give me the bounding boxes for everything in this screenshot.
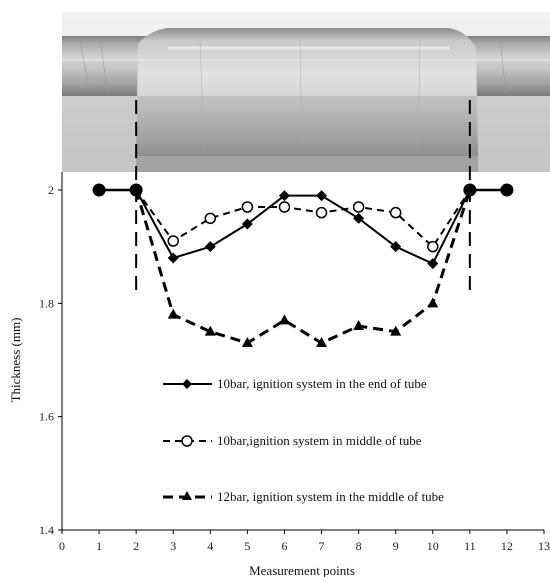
legend-marker-circle: [181, 435, 193, 447]
x-tick-label: 9: [393, 539, 399, 553]
boundary-markers: [135, 100, 471, 298]
legend-marker-triangle: [182, 491, 192, 500]
x-tick-label: 1: [96, 539, 102, 553]
data-point-circle: [167, 235, 179, 247]
x-tick-label: 7: [319, 539, 325, 553]
data-point-diamond: [427, 258, 439, 270]
y-tick-label: 2: [48, 183, 54, 197]
x-tick-label: 2: [133, 539, 139, 553]
data-point-endpoint: [92, 183, 106, 197]
x-tick-label: 10: [427, 539, 439, 553]
x-tick-label: 8: [356, 539, 362, 553]
data-point-triangle: [390, 325, 402, 336]
data-point-triangle: [241, 337, 253, 347]
x-tick-label: 13: [538, 539, 550, 553]
data-point-endpoint: [129, 183, 143, 197]
shared-endpoints: [92, 183, 514, 197]
data-point-diamond: [390, 241, 402, 253]
series-3: [134, 189, 472, 347]
x-tick-label: 4: [207, 539, 213, 553]
data-point-circle: [278, 201, 291, 213]
data-point-triangle: [353, 320, 365, 330]
tube-photo: [62, 12, 550, 172]
x-tick-label: 11: [464, 539, 476, 553]
series-line-1: [135, 189, 471, 265]
y-tick-label: 1.8: [39, 296, 54, 310]
legend-item-2: 10bar,ignition system in middle of tube: [163, 433, 422, 448]
data-point-diamond: [204, 241, 216, 253]
data-point-triangle: [427, 297, 439, 308]
x-axis: 0 1 2 3 4 5 6 7 8 9 10 11 12 13: [59, 529, 550, 553]
data-point-circle: [204, 212, 217, 225]
legend: 10bar, ignition system in the end of tub…: [163, 376, 444, 504]
data-point-endpoint: [463, 183, 477, 197]
data-point-diamond: [167, 252, 179, 264]
data-point-circle: [427, 240, 439, 253]
legend-item-3: 12bar, ignition system in the middle of …: [163, 489, 444, 504]
data-point-diamond: [316, 190, 328, 202]
legend-label-1: 10bar, ignition system in the end of tub…: [217, 376, 427, 391]
series-layer: [92, 183, 514, 347]
x-tick-label: 0: [59, 539, 65, 553]
data-point-circle: [389, 206, 402, 219]
data-point-triangle: [278, 314, 290, 325]
data-point-triangle: [204, 325, 216, 336]
x-axis-title: Measurement points: [249, 563, 355, 577]
legend-marker-diamond: [182, 379, 192, 389]
data-point-triangle: [167, 308, 179, 319]
y-axis-title: Thickness (mm): [8, 318, 23, 403]
data-point-diamond: [278, 190, 290, 202]
x-tick-label: 5: [244, 539, 250, 553]
data-point-triangle: [316, 337, 328, 347]
data-point-circle: [315, 206, 328, 219]
y-axis: 1.4 1.6 1.8 2: [39, 172, 63, 537]
data-point-diamond: [353, 212, 365, 224]
legend-item-1: 10bar, ignition system in the end of tub…: [163, 376, 427, 391]
series-line-2: [135, 189, 471, 249]
series-line-3: [134, 189, 472, 345]
y-tick-label: 1.6: [39, 410, 54, 424]
y-tick-label: 1.4: [39, 523, 54, 537]
data-point-endpoint: [500, 183, 514, 197]
data-point-circle: [352, 201, 365, 213]
x-tick-label: 3: [170, 539, 176, 553]
data-point-circle: [241, 201, 254, 213]
x-tick-label: 6: [281, 539, 287, 553]
legend-label-2: 10bar,ignition system in middle of tube: [217, 433, 422, 448]
series-1: [135, 189, 471, 270]
x-tick-label: 12: [501, 539, 513, 553]
data-point-diamond: [241, 218, 253, 230]
legend-label-3: 12bar, ignition system in the middle of …: [217, 489, 444, 504]
series-2: [135, 189, 471, 253]
